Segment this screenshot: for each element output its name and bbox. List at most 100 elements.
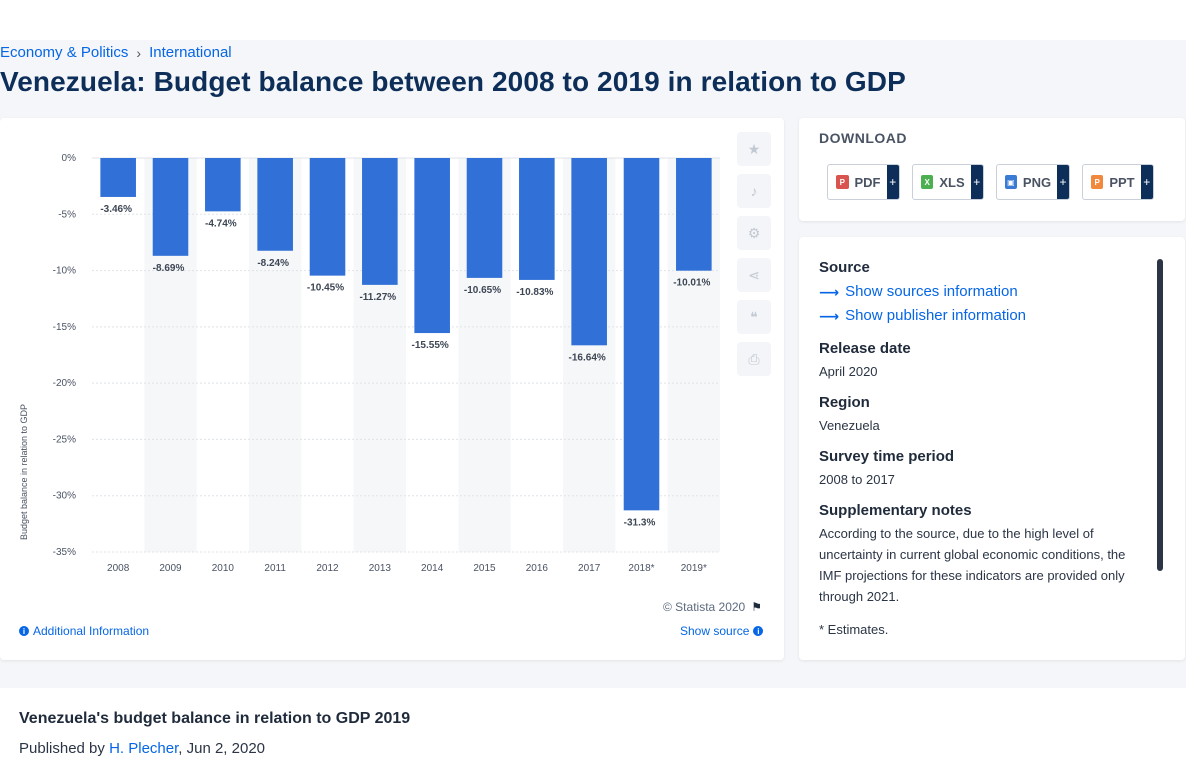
source-panel: Source ⟶ Show sources information ⟶ Show… bbox=[799, 237, 1185, 660]
xls-file-icon: X bbox=[921, 175, 934, 189]
bar-chart: 0% -5% -10% -15% -20% -25% -30% -35% -3.46% 2008 -… bbox=[53, 153, 720, 574]
data-label: -8.69% bbox=[153, 263, 185, 274]
article-title: Venezuela's budget balance in relation t… bbox=[19, 710, 411, 727]
flag-icon[interactable]: ⚑ bbox=[751, 600, 762, 614]
pdf-label: PDF bbox=[854, 174, 881, 190]
data-label: -10.65% bbox=[464, 285, 501, 296]
author-link[interactable]: H. Plecher bbox=[109, 740, 179, 757]
quote-icon[interactable]: ❝ bbox=[737, 300, 771, 334]
y-tick-label: 0% bbox=[62, 153, 77, 164]
show-sources-label: Show sources information bbox=[845, 283, 1018, 300]
y-axis-label: Budget balance in relation to GDP bbox=[19, 403, 29, 541]
x-tick-label: 2012 bbox=[316, 563, 339, 574]
survey-period-value: 2008 to 2017 bbox=[819, 472, 895, 487]
breadcrumb: Economy & Politics › International bbox=[0, 44, 232, 61]
y-tick-label: -15% bbox=[53, 322, 76, 333]
show-source-label: Show source bbox=[680, 624, 750, 638]
x-tick-label: 2017 bbox=[578, 563, 601, 574]
download-png-button[interactable]: ▣ PNG + bbox=[996, 164, 1070, 200]
download-ppt-button[interactable]: P PPT + bbox=[1082, 164, 1154, 200]
data-label: -15.55% bbox=[412, 340, 449, 351]
x-tick-label: 2019* bbox=[681, 563, 707, 574]
plus-icon[interactable]: + bbox=[886, 165, 899, 199]
copyright: © Statista 2020 ⚑ bbox=[663, 600, 762, 614]
bar bbox=[152, 158, 189, 256]
supplementary-notes-heading: Supplementary notes bbox=[819, 502, 972, 519]
source-heading: Source bbox=[819, 259, 870, 276]
data-label: -10.45% bbox=[307, 283, 344, 294]
plus-icon[interactable]: + bbox=[1140, 165, 1153, 199]
x-tick-label: 2018* bbox=[628, 563, 654, 574]
share-icon[interactable]: ⋖ bbox=[737, 258, 771, 292]
x-tick-label: 2016 bbox=[526, 563, 549, 574]
bell-icon[interactable]: ♪ bbox=[737, 174, 771, 208]
published-line: Published by H. Plecher, Jun 2, 2020 bbox=[19, 740, 265, 757]
x-tick-label: 2015 bbox=[473, 563, 496, 574]
ppt-label: PPT bbox=[1109, 174, 1135, 190]
x-tick-label: 2013 bbox=[369, 563, 392, 574]
print-icon[interactable]: ⎙ bbox=[737, 342, 771, 376]
plus-icon[interactable]: + bbox=[970, 165, 983, 199]
source-panel-content: Source ⟶ Show sources information ⟶ Show… bbox=[819, 259, 1149, 652]
survey-period-heading: Survey time period bbox=[819, 448, 955, 465]
top-band bbox=[0, 0, 1186, 40]
xls-label: XLS bbox=[939, 174, 965, 190]
png-file-icon: ▣ bbox=[1005, 175, 1017, 189]
breadcrumb-item-economy[interactable]: Economy & Politics bbox=[0, 44, 129, 61]
download-xls-button[interactable]: X XLS + bbox=[912, 164, 984, 200]
arrow-right-icon: ⟶ bbox=[819, 308, 840, 324]
additional-information-link[interactable]: i Additional Information bbox=[19, 624, 149, 638]
y-tick-label: -20% bbox=[53, 378, 76, 389]
bar bbox=[519, 158, 555, 280]
download-card: DOWNLOAD P PDF + X XLS + ▣ PNG + P PPT + bbox=[799, 118, 1185, 221]
pdf-file-icon: P bbox=[836, 175, 849, 189]
bar bbox=[623, 158, 660, 511]
data-label: -16.64% bbox=[569, 352, 606, 363]
supplementary-notes-value: According to the source, due to the high… bbox=[819, 526, 1126, 604]
y-tick-label: -5% bbox=[58, 209, 76, 220]
x-tick-label: 2009 bbox=[159, 563, 182, 574]
data-label: -3.46% bbox=[100, 204, 132, 215]
region-value: Venezuela bbox=[819, 418, 880, 433]
x-tick-label: 2010 bbox=[212, 563, 235, 574]
ppt-file-icon: P bbox=[1091, 175, 1104, 189]
bar bbox=[257, 158, 293, 251]
data-label: -10.83% bbox=[516, 287, 553, 298]
chevron-right-icon: › bbox=[136, 44, 142, 61]
breadcrumb-item-international[interactable]: International bbox=[149, 44, 232, 61]
source-panel-scrollbar[interactable] bbox=[1157, 259, 1163, 571]
gear-icon[interactable]: ⚙ bbox=[737, 216, 771, 250]
data-label: -31.3% bbox=[624, 517, 656, 528]
bar bbox=[205, 158, 241, 212]
y-tick-label: -30% bbox=[53, 491, 76, 502]
chart-card: 0% -5% -10% -15% -20% -25% -30% -35% -3.46% 2008 -… bbox=[0, 118, 784, 660]
x-tick-label: 2014 bbox=[421, 563, 444, 574]
bar bbox=[100, 158, 136, 197]
bar bbox=[571, 158, 607, 346]
download-title: DOWNLOAD bbox=[819, 130, 907, 146]
bar bbox=[676, 158, 712, 271]
show-sources-link[interactable]: ⟶ Show sources information bbox=[819, 280, 1149, 304]
scrollbar-thumb[interactable] bbox=[1157, 259, 1163, 571]
chart-toolbar: ★ ♪ ⚙ ⋖ ❝ ⎙ bbox=[737, 132, 773, 384]
page-title: Venezuela: Budget balance between 2008 t… bbox=[0, 66, 906, 97]
additional-information-label: Additional Information bbox=[33, 624, 150, 638]
y-tick-label: -10% bbox=[53, 266, 76, 277]
bar bbox=[362, 158, 398, 285]
star-icon[interactable]: ★ bbox=[737, 132, 771, 166]
data-label: -4.74% bbox=[205, 218, 237, 229]
show-publisher-label: Show publisher information bbox=[845, 307, 1027, 324]
x-tick-label: 2008 bbox=[107, 563, 130, 574]
arrow-right-icon: ⟶ bbox=[819, 284, 840, 300]
copyright-text: © Statista 2020 bbox=[663, 600, 746, 614]
info-icon: i bbox=[753, 626, 764, 636]
bar bbox=[466, 158, 503, 278]
show-source-link[interactable]: Show source i bbox=[680, 624, 764, 638]
png-label: PNG bbox=[1022, 174, 1052, 190]
download-buttons: P PDF + X XLS + ▣ PNG + P PPT + bbox=[827, 164, 1154, 200]
release-date-heading: Release date bbox=[819, 340, 911, 357]
plus-icon[interactable]: + bbox=[1057, 165, 1069, 199]
published-date: , Jun 2, 2020 bbox=[178, 740, 265, 757]
download-pdf-button[interactable]: P PDF + bbox=[827, 164, 900, 200]
show-publisher-link[interactable]: ⟶ Show publisher information bbox=[819, 304, 1149, 328]
